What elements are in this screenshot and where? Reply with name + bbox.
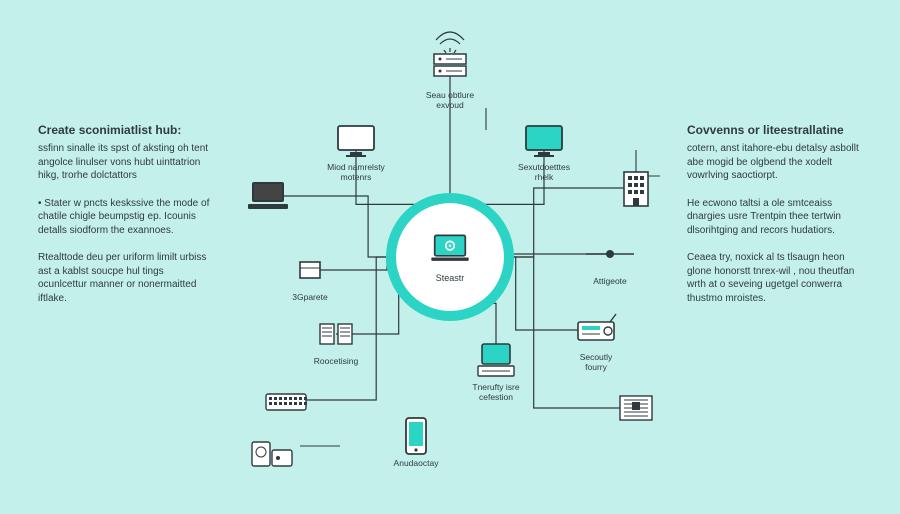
left-para-2: Rtealttode deu per uriform limilt urbiss… [38, 251, 213, 305]
rack-icon [312, 314, 360, 354]
pc-icon [472, 340, 520, 380]
node-circuit-br [596, 388, 676, 428]
right-heading: Covvenns or liteestrallatine [687, 122, 862, 138]
node-building-r [596, 168, 676, 208]
right-para-2: Ceaea try, noxick al ts tlsaugn heon glo… [687, 251, 862, 305]
hub-ring [386, 193, 514, 321]
node-label: Roocetising [314, 357, 358, 367]
node-monitor-tl: Miod namrelstymotenrs [316, 120, 396, 183]
node-label: Miod namrelstymotenrs [327, 163, 385, 183]
node-label: Attigeote [593, 277, 627, 287]
monitor-icon [332, 120, 380, 160]
server-icon [426, 48, 474, 88]
node-monitor-tr: Sexutdoetttesrhelk [504, 120, 584, 183]
keyboard-icon [262, 380, 310, 420]
left-heading: Create sconimiatlist hub: [38, 122, 213, 138]
node-radio-mr: Secoutlyfourry [556, 310, 636, 373]
devices-icon [248, 432, 296, 472]
node-rack-ml: Roocetising [296, 314, 376, 367]
building-icon [612, 168, 660, 208]
left-para-0: ssfinn sinalle its spst of aksting oh te… [38, 142, 213, 183]
circuit-icon [612, 388, 660, 428]
node-laptop-l [228, 176, 308, 216]
box-icon [286, 250, 334, 290]
node-tablet-b: Anudaoctay [376, 416, 456, 469]
node-label: Sexutdoetttesrhelk [518, 163, 570, 183]
right-para-0: cotern, anst itahore-ebu detalsy asbollt… [687, 142, 862, 183]
node-label: Secoutlyfourry [580, 353, 613, 373]
node-devices-bl [232, 432, 312, 472]
node-label: Anudaoctay [394, 459, 439, 469]
node-aggregate-r: Attigeote [570, 234, 650, 287]
node-keyboard-bl [246, 380, 326, 420]
laptop-icon [244, 176, 292, 216]
left-para-1: • Stater w pncts keskssive the mode of c… [38, 197, 213, 238]
node-generate-l: 3Gparete [270, 250, 350, 303]
node-pc-bottom: Tnerufty isrecefestion [456, 340, 536, 403]
radio-icon [572, 310, 620, 350]
dot-icon [586, 234, 634, 274]
node-label: Tnerufty isrecefestion [472, 383, 519, 403]
right-text-column: Covvenns or liteestrallatine cotern, ans… [687, 122, 862, 319]
monitor-a-icon [520, 120, 568, 160]
right-para-1: He ecwono taltsi a ole smtceaiss dnargie… [687, 197, 862, 238]
central-hub: Steastr [398, 205, 502, 309]
tablet-a-icon [392, 416, 440, 456]
node-server-top: Seau obtlureexvoud [410, 48, 490, 111]
left-text-column: Create sconimiatlist hub: ssfinn sinalle… [38, 122, 213, 319]
node-label: Seau obtlureexvoud [426, 91, 474, 111]
node-label: 3Gparete [292, 293, 327, 303]
